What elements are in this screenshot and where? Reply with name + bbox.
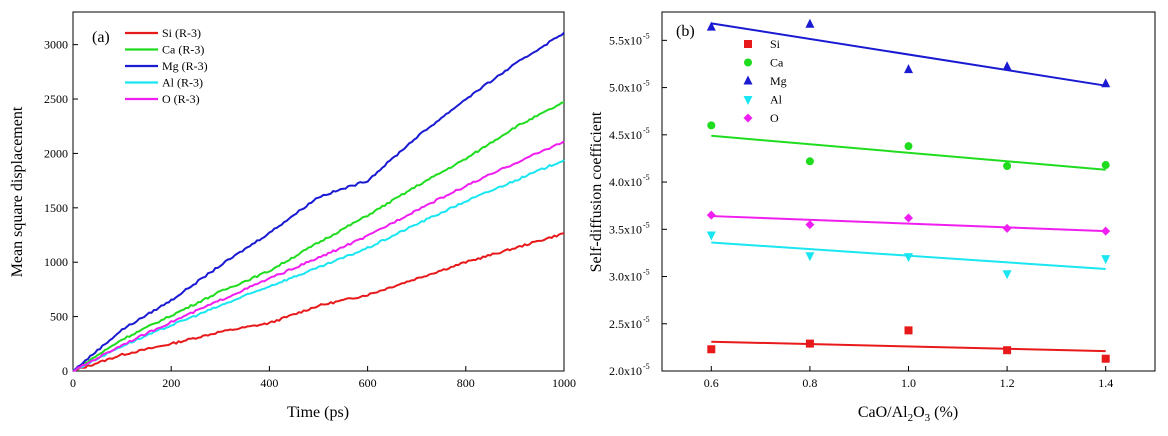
chart-b-y-tick-label: 4.5x10: [609, 128, 642, 142]
chart-b-y-tick-label: 3.5x10: [609, 222, 642, 236]
chart-a-series-lines: [72, 31, 565, 372]
chart-b-legend-marker: [744, 40, 752, 48]
chart-b-point: [1002, 61, 1012, 71]
chart-b-fit-line: [711, 215, 1106, 233]
chart-b-fit-line: [711, 134, 1106, 171]
chart-a-series-line: [72, 159, 565, 372]
chart-b-point: [904, 326, 913, 335]
chart-a-legend-label: Mg (R-3): [162, 59, 208, 73]
chart-a-msd: (a) Time (ps) Mean square displacement 0…: [9, 11, 576, 421]
chart-b-legend-label: Mg: [770, 74, 787, 88]
chart-b-point: [904, 142, 913, 151]
chart-b-legend-marker: [743, 96, 753, 105]
chart-b-y-tick-exponent: -5: [643, 173, 650, 182]
chart-a-x-tick-label: 400: [260, 376, 278, 390]
chart-b-x-tick-label: 1.4: [1098, 376, 1113, 390]
chart-a-series-line: [72, 140, 565, 372]
chart-b-y-axis-title: Self-diffusion coefficient: [588, 111, 605, 272]
chart-b-point: [904, 213, 913, 223]
chart-a-y-tick-label: 500: [50, 310, 68, 324]
chart-b-data-points: [706, 18, 1111, 363]
chart-a-series-line: [72, 101, 565, 372]
chart-b-legend: Si Ca Mg Al O: [743, 37, 787, 125]
chart-b-x-tick-label: 0.6: [704, 376, 719, 390]
chart-b-point: [904, 64, 913, 74]
chart-b-point: [805, 220, 815, 230]
chart-b-point: [805, 157, 814, 166]
chart-b-point: [707, 345, 716, 354]
chart-b-point: [706, 210, 716, 220]
chart-a-legend-label: O (R-3): [162, 92, 200, 106]
chart-b-x-tick-label: 1.0: [901, 376, 916, 390]
chart-a-series-line: [72, 232, 565, 372]
chart-b-x-tick-label: 1.2: [1000, 376, 1015, 390]
chart-b-legend-label: Ca: [770, 56, 784, 70]
chart-b-point: [805, 339, 814, 348]
chart-b-point: [707, 121, 716, 130]
chart-b-x-axis-title: CaO/Al2O3 (%): [858, 404, 958, 424]
chart-a-legend-label: Ca (R-3): [162, 43, 204, 57]
chart-b-axis-ticks: 0.6 0.8 1.0 1.2 1.42.0x10 -52.5x10 -53.0x10 -53…: [609, 31, 1113, 390]
chart-a-y-axis-title: Mean square displacement: [9, 106, 26, 277]
chart-b-panel-label: (b): [676, 23, 695, 40]
chart-b-y-tick-exponent: -5: [643, 362, 650, 371]
chart-b-y-tick-label: 5.5x10: [609, 33, 642, 47]
chart-a-y-tick-label: 3000: [44, 38, 68, 52]
chart-b-y-tick-label: 2.0x10: [609, 364, 642, 378]
chart-b-point: [1101, 161, 1110, 170]
chart-b-point: [706, 231, 716, 241]
chart-a-y-tick-label: 0: [62, 364, 68, 378]
chart-a-x-axis-title: Time (ps): [287, 404, 349, 421]
chart-b-y-tick-exponent: -5: [643, 220, 650, 229]
chart-b-y-tick-label: 5.0x10: [609, 81, 642, 95]
chart-b-y-tick-exponent: -5: [643, 315, 650, 324]
chart-b-point: [1003, 346, 1012, 355]
chart-b-point: [1101, 255, 1111, 265]
chart-b-y-tick-label: 4.0x10: [609, 175, 642, 189]
chart-b-point: [1101, 354, 1110, 363]
chart-b-legend-label: Si: [770, 37, 781, 51]
chart-b-legend-marker: [743, 113, 753, 123]
chart-a-x-tick-label: 200: [162, 376, 180, 390]
chart-a-y-tick-label: 1000: [44, 255, 68, 269]
chart-b-legend-label: O: [770, 111, 779, 125]
chart-b-point: [1002, 223, 1012, 233]
chart-b-y-tick-exponent: -5: [643, 268, 650, 277]
chart-a-axis-ticks: 0 200 400 600 800 1000 0 500 1000 1500 2000 2500 300…: [44, 38, 576, 390]
chart-a-y-tick-label: 1500: [44, 201, 68, 215]
chart-a-x-tick-label: 600: [359, 376, 377, 390]
chart-b-point: [904, 253, 913, 263]
chart-a-legend-label: Si (R-3): [162, 26, 201, 40]
chart-b-y-tick-exponent: -5: [643, 79, 650, 88]
chart-a-x-tick-label: 1000: [552, 376, 576, 390]
chart-b-point: [805, 252, 815, 262]
chart-b-point: [1002, 270, 1012, 280]
chart-a-x-tick-label: 800: [457, 376, 475, 390]
chart-b-legend-marker: [743, 75, 753, 85]
chart-b-diffusion: (b) CaO/Al2O3 (%) Self-diffusion coeffic…: [588, 11, 1156, 424]
chart-b-legend-label: Al: [770, 93, 783, 107]
chart-b-y-tick-exponent: -5: [643, 31, 650, 40]
chart-b-point: [1003, 161, 1012, 170]
chart-b-y-tick-exponent: -5: [643, 126, 650, 135]
chart-a-series-line: [72, 31, 565, 372]
chart-b-point: [706, 21, 716, 31]
chart-a-legend-label: Al (R-3): [162, 76, 203, 90]
chart-b-fit-line: [711, 340, 1106, 353]
chart-b-legend-marker: [744, 58, 752, 67]
chart-a-y-tick-label: 2000: [44, 146, 68, 160]
chart-b-point: [805, 18, 815, 28]
chart-b-point: [1101, 226, 1111, 236]
chart-b-fit-line: [711, 22, 1106, 87]
chart-a-legend: Si (R-3) Ca (R-3) Mg (R-3) Al (R-3) O (R-3): [125, 26, 208, 106]
chart-b-y-tick-label: 3.0x10: [609, 270, 642, 284]
chart-a-x-tick-label: 0: [70, 376, 76, 390]
chart-a-plot-frame: [72, 11, 565, 372]
chart-a-y-tick-label: 2500: [44, 92, 68, 106]
chart-a-panel-label: (a): [92, 29, 110, 46]
chart-b-y-tick-label: 2.5x10: [609, 317, 642, 331]
chart-b-x-tick-label: 0.8: [802, 376, 817, 390]
chart-b-point: [1101, 78, 1111, 88]
